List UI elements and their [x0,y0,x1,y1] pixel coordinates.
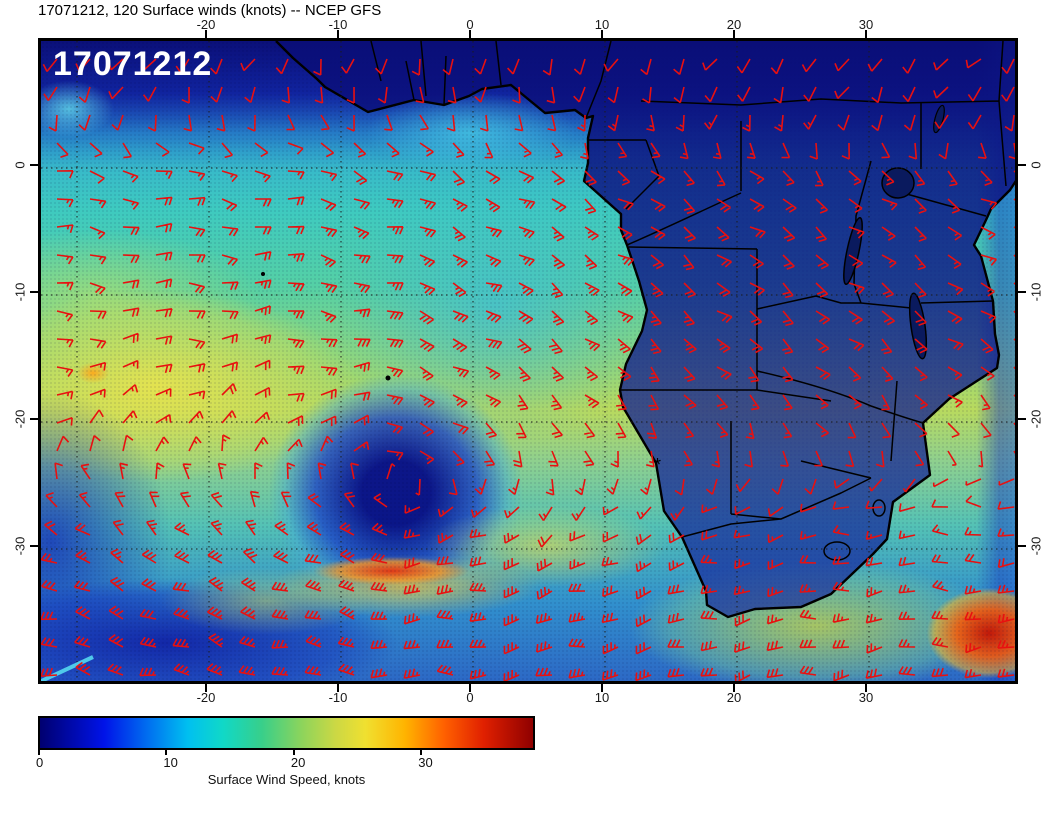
y-tick-mark-left [30,418,38,420]
x-tick-mark-top [205,30,207,38]
x-tick-label-bottom: 20 [726,690,742,705]
lake-victoria [881,167,915,199]
x-tick-mark-bottom [337,684,339,692]
y-tick-mark-right [1018,164,1026,166]
x-tick-mark-top [337,30,339,38]
x-tick-label-top: -10 [328,17,348,32]
x-tick-label-top: -20 [196,17,216,32]
wind-barbs-layer [41,58,1015,681]
lake-turkana [933,104,945,134]
colorbar-tick-label: 30 [418,755,433,770]
y-tick-label-left: -30 [12,536,28,556]
x-tick-mark-top [733,30,735,38]
x-tick-label-bottom: -10 [328,690,348,705]
map-vector-layer: * [41,41,1015,681]
graticule-grid-lines [41,41,1015,681]
africa-landmass [276,41,1015,617]
y-tick-mark-right [1018,418,1026,420]
y-tick-mark-right [1018,291,1026,293]
x-tick-label-bottom: 0 [466,690,474,705]
colorbar [38,716,535,750]
lake-malawi [908,292,928,360]
colorbar-tick-mark [292,750,295,755]
x-tick-label-bottom: 10 [594,690,610,705]
colorbar-caption: Surface Wind Speed, knots [207,772,366,787]
y-tick-label-right: -30 [1028,536,1044,556]
africa-coastline [275,41,1015,619]
y-tick-label-right: -10 [1028,282,1044,302]
colorbar-tick-mark [38,750,40,755]
colorbar-tick-label: 0 [36,755,44,770]
init-time-overlay-label: 17071212 [53,45,213,83]
colorbar-tick-label: 10 [163,755,178,770]
map-plot-area: * 17071212 [38,38,1018,684]
x-tick-label-bottom: 30 [858,690,874,705]
y-tick-mark-left [30,291,38,293]
chart-title: 17071212, 120 Surface winds (knots) -- N… [38,2,382,19]
island-dot-1 [261,272,265,276]
x-tick-mark-top [865,30,867,38]
x-tick-label-top: 0 [466,17,474,32]
x-tick-label-bottom: -20 [196,690,216,705]
x-tick-mark-bottom [205,684,207,692]
island-dot-2 [385,375,391,381]
x-tick-mark-top [601,30,603,38]
x-tick-mark-bottom [601,684,603,692]
x-tick-mark-top [469,30,471,38]
lake-tanganyika [843,216,863,286]
y-tick-label-right: 0 [1028,161,1044,169]
x-tick-mark-bottom [865,684,867,692]
y-tick-label-right: -20 [1028,409,1044,429]
x-tick-mark-bottom [733,684,735,692]
y-tick-label-left: 0 [12,161,28,169]
y-tick-mark-right [1018,545,1026,547]
y-tick-label-left: -10 [12,282,28,302]
lesotho-border [823,541,851,561]
x-tick-label-top: 20 [726,17,742,32]
y-tick-mark-left [30,164,38,166]
y-tick-mark-left [30,545,38,547]
colorbar-tick-mark [420,750,423,755]
station-marker: * [654,455,661,475]
y-tick-label-left: -20 [12,409,28,429]
colorbar-tick-label: 20 [290,755,306,770]
x-tick-label-top: 10 [594,17,610,32]
x-tick-label-top: 30 [858,17,874,32]
x-tick-mark-bottom [469,684,471,692]
colorbar-tick-mark [165,750,168,755]
